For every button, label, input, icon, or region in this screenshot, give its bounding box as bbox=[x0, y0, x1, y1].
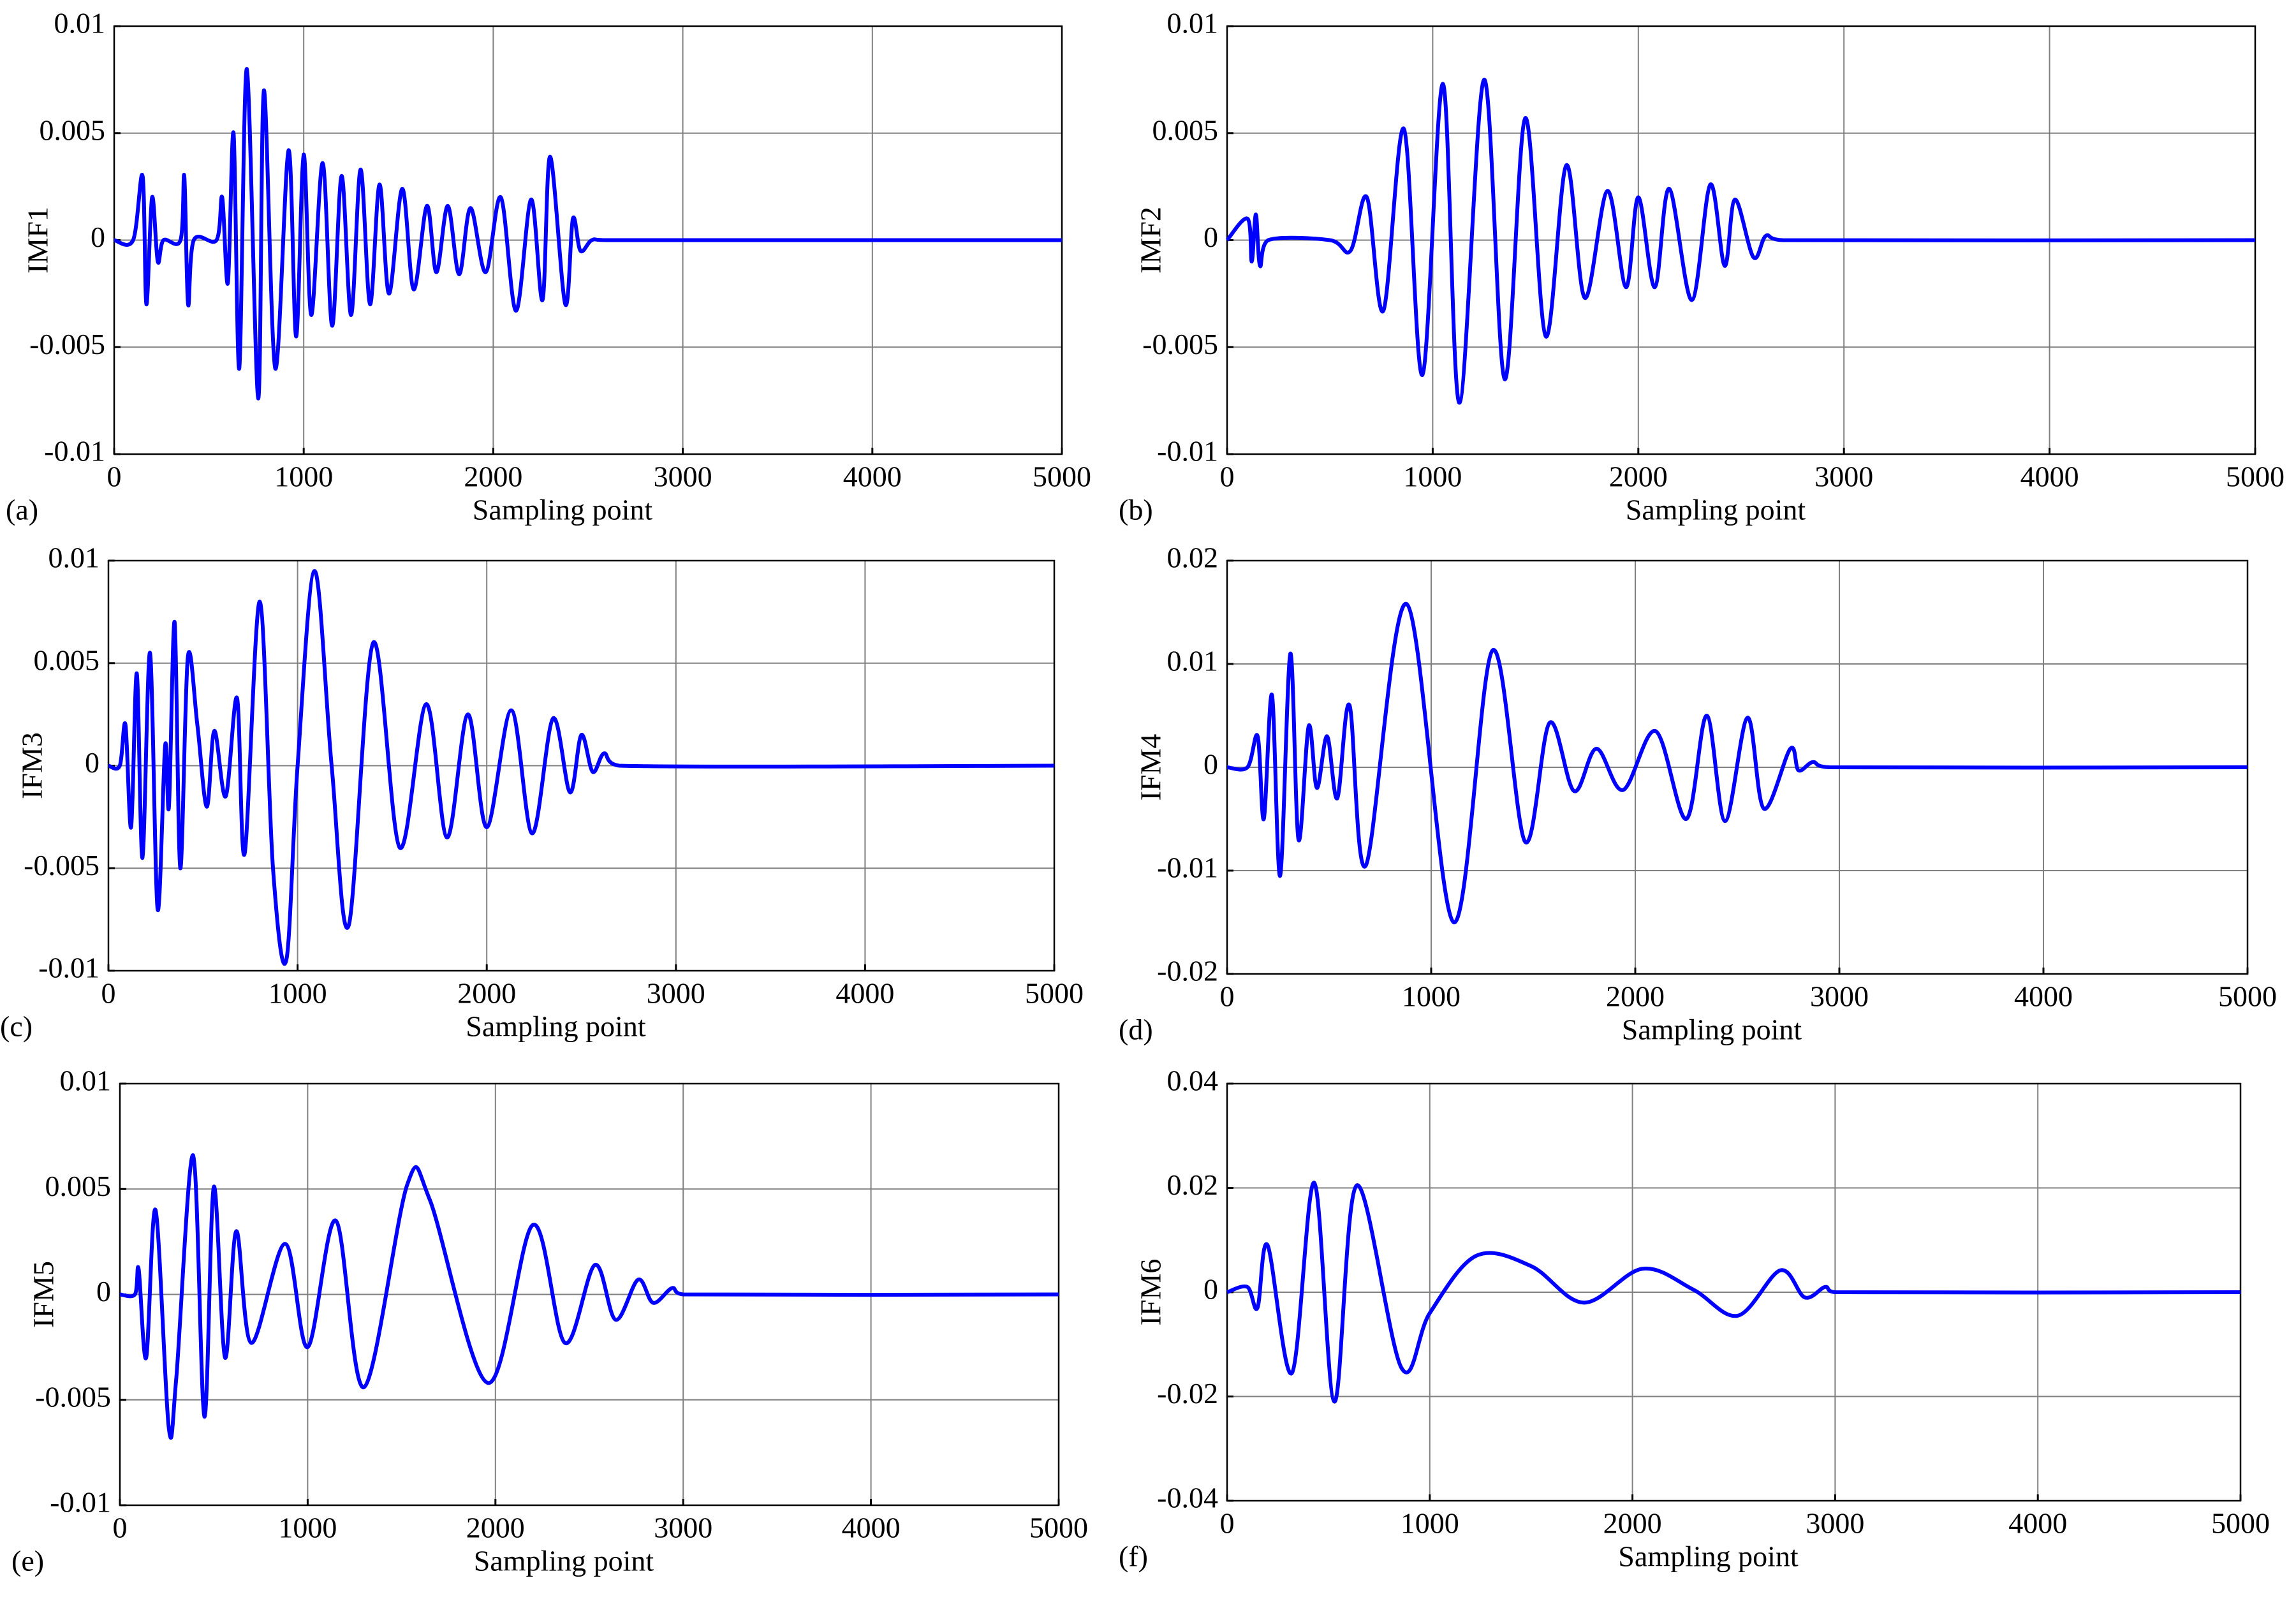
x-tick-label: 0 bbox=[1220, 460, 1235, 493]
panel-label: (c) bbox=[0, 1010, 33, 1043]
panel: 0 1000 2000 3000 4000 5000 -0.02 -0.01 0 0.01 0.02… bbox=[1119, 541, 2277, 1046]
x-tick-label: 1000 bbox=[1402, 980, 1461, 1013]
y-tick-label: 0.005 bbox=[34, 644, 100, 676]
x-tick-label: 4000 bbox=[2020, 460, 2079, 493]
x-tick-label: 3000 bbox=[654, 1512, 712, 1544]
x-tick-label: 5000 bbox=[1025, 977, 1084, 1010]
x-tick-label: 1000 bbox=[274, 460, 333, 493]
x-tick-label: 4000 bbox=[2014, 980, 2073, 1013]
y-tick-label: -0.01 bbox=[38, 952, 99, 984]
x-tick-label: 1000 bbox=[278, 1512, 337, 1544]
panel-label: (e) bbox=[11, 1545, 44, 1577]
y-tick-label: -0.005 bbox=[35, 1380, 111, 1413]
x-axis-label: Sampling point bbox=[466, 1010, 646, 1043]
x-axis-label: Sampling point bbox=[1622, 1013, 1802, 1046]
x-axis-label: Sampling point bbox=[474, 1545, 654, 1577]
y-tick-label: -0.01 bbox=[50, 1486, 111, 1519]
y-tick-label: 0.005 bbox=[45, 1170, 112, 1202]
x-tick-label: 0 bbox=[113, 1512, 128, 1544]
x-tick-label: 5000 bbox=[2218, 980, 2277, 1013]
panel-label: (a) bbox=[6, 494, 38, 526]
y-tick-label: 0.01 bbox=[1167, 7, 1219, 40]
y-tick-label: 0.04 bbox=[1167, 1065, 1219, 1097]
panel: 0 1000 2000 3000 4000 5000 -0.01 -0.005 0 0.005 0.… bbox=[0, 541, 1084, 1043]
x-tick-label: 2000 bbox=[457, 977, 516, 1010]
x-tick-label: 3000 bbox=[1810, 980, 1869, 1013]
x-tick-label: 2000 bbox=[1606, 980, 1665, 1013]
x-axis-label: Sampling point bbox=[1626, 494, 1806, 526]
x-tick-label: 1000 bbox=[269, 977, 327, 1010]
x-tick-label: 1000 bbox=[1403, 460, 1462, 493]
data-line bbox=[1226, 1181, 2241, 1404]
y-tick-label: -0.02 bbox=[1157, 1377, 1218, 1410]
x-tick-label: 3000 bbox=[654, 460, 712, 493]
y-tick-label: -0.01 bbox=[44, 435, 105, 468]
x-tick-label: 5000 bbox=[1029, 1512, 1088, 1544]
y-axis-label: IFM3 bbox=[16, 732, 48, 799]
x-tick-label: 5000 bbox=[2211, 1507, 2270, 1540]
x-axis-label: Sampling point bbox=[1618, 1540, 1799, 1573]
y-tick-label: -0.005 bbox=[29, 328, 105, 360]
x-tick-label: 0 bbox=[1220, 980, 1235, 1013]
x-tick-label: 3000 bbox=[1806, 1507, 1864, 1540]
x-tick-label: 3000 bbox=[1814, 460, 1873, 493]
x-tick-label: 4000 bbox=[843, 460, 902, 493]
y-tick-label: 0.02 bbox=[1167, 541, 1219, 574]
y-tick-label: 0 bbox=[1203, 748, 1218, 781]
x-tick-label: 1000 bbox=[1401, 1507, 1459, 1540]
y-tick-label: -0.01 bbox=[1157, 851, 1218, 884]
y-tick-label: -0.005 bbox=[24, 849, 99, 881]
panel-label: (b) bbox=[1119, 494, 1153, 526]
data-line bbox=[114, 67, 1062, 401]
x-tick-label: 2000 bbox=[464, 460, 522, 493]
panel: 0 1000 2000 3000 4000 5000 -0.04 -0.02 0 0.02 0.04… bbox=[1119, 1065, 2270, 1573]
x-tick-label: 5000 bbox=[1033, 460, 1091, 493]
y-tick-label: 0.01 bbox=[60, 1065, 112, 1097]
x-tick-label: 0 bbox=[101, 977, 116, 1010]
y-axis-label: IMF1 bbox=[22, 207, 54, 274]
y-tick-label: 0.01 bbox=[48, 541, 100, 574]
panel-label: (d) bbox=[1119, 1013, 1153, 1046]
x-tick-label: 3000 bbox=[647, 977, 705, 1010]
y-tick-label: 0 bbox=[85, 746, 99, 779]
data-line bbox=[1225, 77, 2256, 405]
y-tick-label: 0 bbox=[91, 221, 105, 253]
panel: 0 1000 2000 3000 4000 5000 -0.01 -0.005 0 0.005 0.… bbox=[11, 1065, 1088, 1577]
y-tick-label: 0.01 bbox=[1167, 645, 1219, 677]
y-tick-label: -0.01 bbox=[1157, 435, 1218, 468]
data-line bbox=[119, 1153, 1059, 1440]
panel: 0 1000 2000 3000 4000 5000 -0.01 -0.005 0 0.005 0.… bbox=[1119, 7, 2285, 526]
x-tick-label: 4000 bbox=[2008, 1507, 2067, 1540]
x-tick-label: 0 bbox=[1220, 1507, 1235, 1540]
x-tick-label: 4000 bbox=[835, 977, 894, 1010]
y-axis-label: IFM6 bbox=[1135, 1259, 1167, 1326]
y-tick-label: 0.005 bbox=[40, 114, 106, 146]
y-tick-label: 0 bbox=[1203, 221, 1218, 253]
panel-label: (f) bbox=[1119, 1540, 1148, 1573]
x-tick-label: 0 bbox=[107, 460, 122, 493]
y-axis-label: IFM5 bbox=[27, 1261, 60, 1328]
y-axis-label: IMF2 bbox=[1135, 207, 1167, 274]
x-tick-label: 5000 bbox=[2226, 460, 2285, 493]
y-tick-label: -0.04 bbox=[1157, 1482, 1218, 1514]
y-tick-label: 0.01 bbox=[54, 7, 106, 40]
x-tick-label: 2000 bbox=[1603, 1507, 1662, 1540]
x-axis-label: Sampling point bbox=[473, 494, 653, 526]
x-tick-label: 2000 bbox=[466, 1512, 525, 1544]
x-tick-label: 2000 bbox=[1609, 460, 1668, 493]
y-tick-label: 0.02 bbox=[1167, 1168, 1219, 1201]
y-tick-label: -0.02 bbox=[1157, 955, 1218, 987]
data-line bbox=[1226, 601, 2248, 925]
data-line bbox=[108, 569, 1055, 966]
y-axis-label: IFM4 bbox=[1135, 734, 1167, 801]
y-tick-label: -0.005 bbox=[1142, 328, 1218, 360]
panel: 0 1000 2000 3000 4000 5000 -0.01 -0.005 0 0.005 0.… bbox=[6, 7, 1091, 526]
y-tick-label: 0.005 bbox=[1152, 114, 1219, 146]
x-tick-label: 4000 bbox=[842, 1512, 901, 1544]
y-tick-label: 0 bbox=[1203, 1273, 1218, 1306]
y-tick-label: 0 bbox=[96, 1275, 111, 1308]
